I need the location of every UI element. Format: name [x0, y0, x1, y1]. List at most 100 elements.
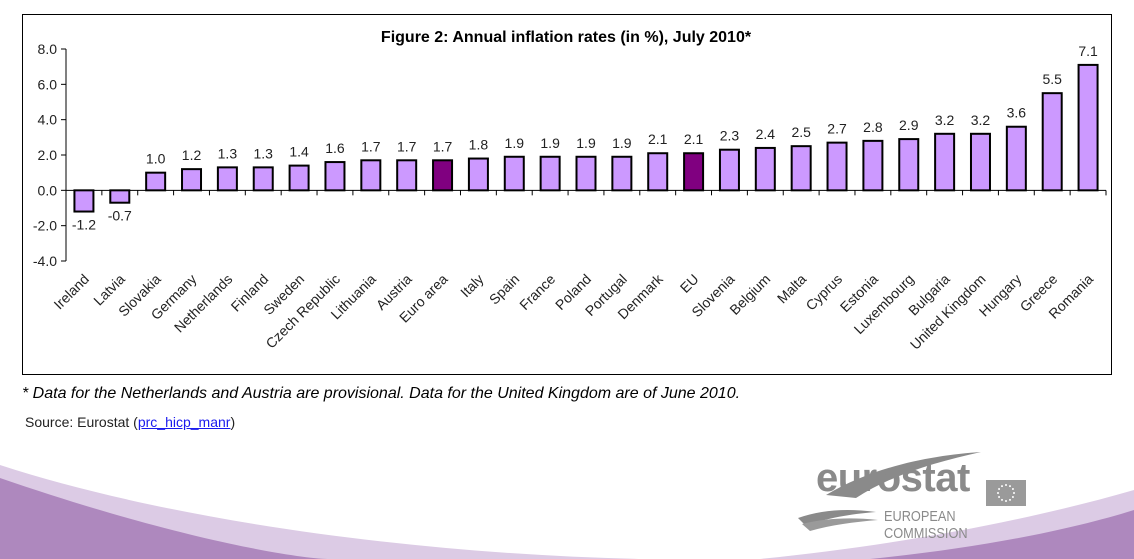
eu-flag-icon	[986, 480, 1026, 506]
bar-malta	[790, 145, 812, 192]
logo-swoosh-icon	[798, 452, 981, 531]
bar-portugal	[611, 155, 633, 192]
bar-romania	[1077, 63, 1099, 192]
chart-frame	[22, 14, 1112, 375]
source-prefix: Source: Eurostat (	[25, 414, 138, 430]
bar-austria	[396, 159, 418, 192]
bar-bulgaria	[934, 132, 956, 192]
bar-slovakia	[145, 171, 167, 192]
data-label: 2.3	[720, 128, 740, 144]
data-label: 1.7	[433, 138, 453, 154]
bar-chart: Figure 2: Annual inflation rates (in %),…	[33, 29, 1107, 353]
bar-ireland	[73, 189, 95, 213]
bar-finland	[252, 166, 274, 192]
bar-greece	[1041, 92, 1063, 192]
bar-lithuania	[360, 159, 382, 192]
data-label: 1.9	[505, 135, 525, 151]
bar-slovenia	[718, 148, 740, 192]
data-label: 3.6	[1007, 105, 1027, 121]
data-label: 3.2	[971, 112, 991, 128]
data-label: 2.8	[863, 119, 883, 135]
logo-wordmark: eurostat	[816, 456, 970, 500]
x-axis: IrelandLatviaSlovakiaGermanyNetherlandsF…	[50, 189, 1107, 353]
flag-star	[1011, 488, 1014, 490]
data-label: 1.9	[612, 135, 632, 151]
data-label: 2.5	[791, 124, 811, 140]
data-label: -1.2	[72, 217, 96, 233]
logo-subtitle: EUROPEAN COMMISSION	[884, 508, 968, 542]
data-label: 1.3	[254, 145, 274, 161]
data-label: 3.2	[935, 112, 955, 128]
data-label: 1.4	[289, 144, 309, 160]
wave-dark-band	[0, 478, 330, 559]
bar-sweden	[288, 164, 310, 192]
bar-latvia	[109, 189, 131, 204]
bar-belgium	[754, 146, 776, 192]
data-label: 1.8	[469, 137, 489, 153]
chart-title: Figure 2: Annual inflation rates (in %),…	[381, 29, 752, 46]
bar-france	[539, 155, 561, 192]
y-tick-label: 0.0	[38, 182, 58, 198]
flag-star	[998, 496, 1001, 498]
eurostat-logo: eurostat EUROPEAN COMMISSION	[796, 450, 1036, 542]
flag-star	[1009, 498, 1011, 501]
data-label: 2.1	[648, 131, 668, 147]
data-label: 1.0	[146, 151, 166, 167]
y-tick-label: -2.0	[33, 218, 57, 234]
chart-footnote: * Data for the Netherlands and Austria a…	[22, 385, 741, 402]
bar-germany	[181, 168, 203, 192]
flag-star	[997, 492, 999, 494]
data-label: 5.5	[1042, 71, 1062, 87]
flag-star	[998, 488, 1001, 490]
bar-hungary	[1005, 125, 1027, 192]
x-tick-label: Italy	[457, 271, 486, 300]
flag-star	[1001, 498, 1003, 501]
flag-star	[1005, 500, 1007, 502]
flag-star	[1001, 485, 1003, 488]
y-tick-label: 2.0	[38, 147, 58, 163]
x-tick-label: France	[516, 271, 558, 313]
bar-eu	[683, 152, 705, 192]
data-label: 2.4	[756, 126, 776, 142]
bars: -1.2 -0.7 1.0 1.2 1.3 1.3 1.4 1.6 1.7 1.7 1.7 1.8 1.…	[72, 43, 1099, 233]
bar-estonia	[862, 139, 884, 192]
bar-czech-republic	[324, 161, 346, 192]
flag-star	[1013, 492, 1015, 494]
data-label: 1.9	[540, 135, 560, 151]
y-tick-label: 6.0	[38, 76, 58, 92]
source-line: Source: Eurostat (prc_hicp_manr)	[25, 414, 235, 430]
data-label: 2.1	[684, 131, 704, 147]
data-label: 2.7	[827, 121, 847, 137]
x-tick-label: Ireland	[50, 271, 92, 313]
data-label: 7.1	[1078, 43, 1098, 59]
data-label: 2.9	[899, 117, 919, 133]
data-label: 1.3	[218, 145, 238, 161]
flag-star	[1011, 496, 1014, 498]
bar-euro-area	[432, 159, 454, 192]
data-label: -0.7	[108, 208, 132, 224]
y-tick-label: 4.0	[38, 112, 58, 128]
flag-star	[1009, 485, 1011, 488]
y-tick-label: -4.0	[33, 253, 57, 269]
data-label: 1.7	[397, 138, 417, 154]
flag-star	[1005, 484, 1007, 486]
bar-cyprus	[826, 141, 848, 192]
data-label: 1.2	[182, 147, 202, 163]
x-tick-label: EU	[677, 271, 702, 296]
bar-united-kingdom	[969, 132, 991, 192]
y-axis: 8.0 6.0 4.0 2.0 0.0 -2.0 -4.0	[33, 41, 67, 269]
x-tick-label: Belgium	[726, 271, 773, 318]
data-label: 1.7	[361, 138, 381, 154]
bar-poland	[575, 155, 597, 192]
data-label: 1.6	[325, 140, 345, 156]
bar-italy	[467, 157, 489, 192]
y-tick-label: 8.0	[38, 41, 58, 57]
bar-luxembourg	[898, 138, 920, 192]
source-dataset-link[interactable]: prc_hicp_manr	[137, 414, 231, 430]
source-suffix: )	[230, 414, 236, 430]
wave-right-dark	[870, 510, 1134, 559]
data-label: 1.9	[576, 135, 596, 151]
bar-denmark	[647, 152, 669, 192]
bar-netherlands	[216, 166, 238, 192]
